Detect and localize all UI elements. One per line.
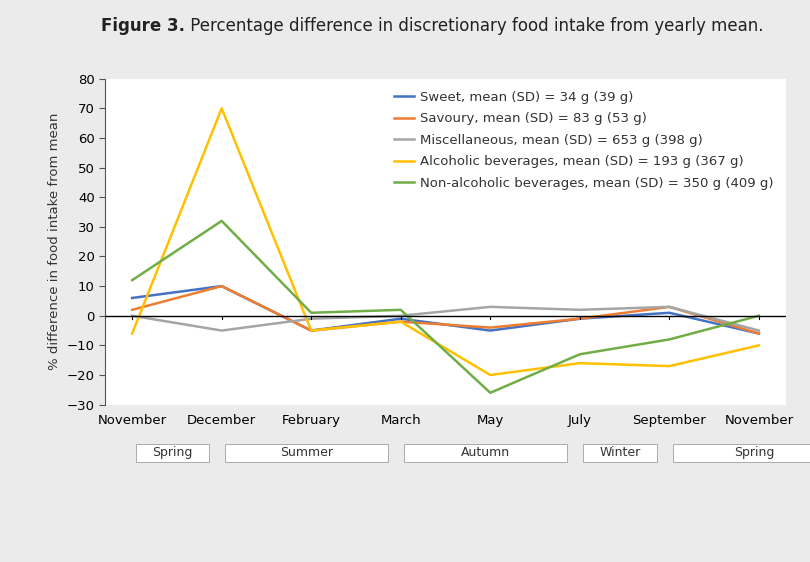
Savoury, mean (SD) = 83 g (53 g): [754, 330, 764, 337]
Sweet, mean (SD) = 34 g (39 g): [664, 310, 674, 316]
FancyBboxPatch shape: [135, 444, 209, 462]
Line: Savoury, mean (SD) = 83 g (53 g): Savoury, mean (SD) = 83 g (53 g): [132, 286, 759, 333]
Alcoholic beverages, mean (SD) = 193 g (367 g): [575, 360, 585, 366]
Sweet, mean (SD) = 34 g (39 g): [306, 327, 316, 334]
Miscellaneous, mean (SD) = 653 g (398 g): [664, 303, 674, 310]
Text: Autumn: Autumn: [461, 446, 510, 459]
Miscellaneous, mean (SD) = 653 g (398 g): [306, 315, 316, 322]
Miscellaneous, mean (SD) = 653 g (398 g): [127, 312, 137, 319]
Miscellaneous, mean (SD) = 653 g (398 g): [396, 312, 406, 319]
Line: Non-alcoholic beverages, mean (SD) = 350 g (409 g): Non-alcoholic beverages, mean (SD) = 350…: [132, 221, 759, 393]
Alcoholic beverages, mean (SD) = 193 g (367 g): [306, 327, 316, 334]
Line: Miscellaneous, mean (SD) = 653 g (398 g): Miscellaneous, mean (SD) = 653 g (398 g): [132, 307, 759, 330]
Text: Spring: Spring: [152, 446, 193, 459]
Alcoholic beverages, mean (SD) = 193 g (367 g): [127, 330, 137, 337]
Line: Sweet, mean (SD) = 34 g (39 g): Sweet, mean (SD) = 34 g (39 g): [132, 286, 759, 333]
Alcoholic beverages, mean (SD) = 193 g (367 g): [485, 371, 495, 378]
Sweet, mean (SD) = 34 g (39 g): [396, 315, 406, 322]
Sweet, mean (SD) = 34 g (39 g): [575, 315, 585, 322]
Alcoholic beverages, mean (SD) = 193 g (367 g): [396, 318, 406, 325]
Non-alcoholic beverages, mean (SD) = 350 g (409 g): [575, 351, 585, 357]
Legend: Sweet, mean (SD) = 34 g (39 g), Savoury, mean (SD) = 83 g (53 g), Miscellaneous,: Sweet, mean (SD) = 34 g (39 g), Savoury,…: [389, 85, 779, 195]
Non-alcoholic beverages, mean (SD) = 350 g (409 g): [664, 336, 674, 343]
Savoury, mean (SD) = 83 g (53 g): [217, 283, 227, 289]
Alcoholic beverages, mean (SD) = 193 g (367 g): [217, 105, 227, 112]
Alcoholic beverages, mean (SD) = 193 g (367 g): [664, 362, 674, 369]
Savoury, mean (SD) = 83 g (53 g): [575, 315, 585, 322]
Non-alcoholic beverages, mean (SD) = 350 g (409 g): [396, 306, 406, 313]
Text: Summer: Summer: [280, 446, 333, 459]
Non-alcoholic beverages, mean (SD) = 350 g (409 g): [217, 217, 227, 224]
Miscellaneous, mean (SD) = 653 g (398 g): [485, 303, 495, 310]
Text: Percentage difference in discretionary food intake from yearly mean.: Percentage difference in discretionary f…: [185, 17, 764, 35]
Non-alcoholic beverages, mean (SD) = 350 g (409 g): [754, 312, 764, 319]
Sweet, mean (SD) = 34 g (39 g): [754, 330, 764, 337]
FancyBboxPatch shape: [673, 444, 810, 462]
FancyBboxPatch shape: [583, 444, 657, 462]
Non-alcoholic beverages, mean (SD) = 350 g (409 g): [127, 277, 137, 284]
Text: Winter: Winter: [599, 446, 641, 459]
Y-axis label: % difference in food intake from mean: % difference in food intake from mean: [49, 113, 62, 370]
Savoury, mean (SD) = 83 g (53 g): [485, 324, 495, 331]
Savoury, mean (SD) = 83 g (53 g): [664, 303, 674, 310]
Sweet, mean (SD) = 34 g (39 g): [485, 327, 495, 334]
Text: Figure 3.: Figure 3.: [101, 17, 185, 35]
Sweet, mean (SD) = 34 g (39 g): [217, 283, 227, 289]
FancyBboxPatch shape: [225, 444, 388, 462]
Non-alcoholic beverages, mean (SD) = 350 g (409 g): [485, 389, 495, 396]
FancyBboxPatch shape: [404, 444, 568, 462]
Non-alcoholic beverages, mean (SD) = 350 g (409 g): [306, 310, 316, 316]
Savoury, mean (SD) = 83 g (53 g): [306, 327, 316, 334]
Savoury, mean (SD) = 83 g (53 g): [396, 318, 406, 325]
Miscellaneous, mean (SD) = 653 g (398 g): [754, 327, 764, 334]
Alcoholic beverages, mean (SD) = 193 g (367 g): [754, 342, 764, 349]
Savoury, mean (SD) = 83 g (53 g): [127, 306, 137, 313]
Line: Alcoholic beverages, mean (SD) = 193 g (367 g): Alcoholic beverages, mean (SD) = 193 g (…: [132, 108, 759, 375]
Miscellaneous, mean (SD) = 653 g (398 g): [217, 327, 227, 334]
Sweet, mean (SD) = 34 g (39 g): [127, 294, 137, 301]
Text: Spring: Spring: [734, 446, 774, 459]
Miscellaneous, mean (SD) = 653 g (398 g): [575, 306, 585, 313]
